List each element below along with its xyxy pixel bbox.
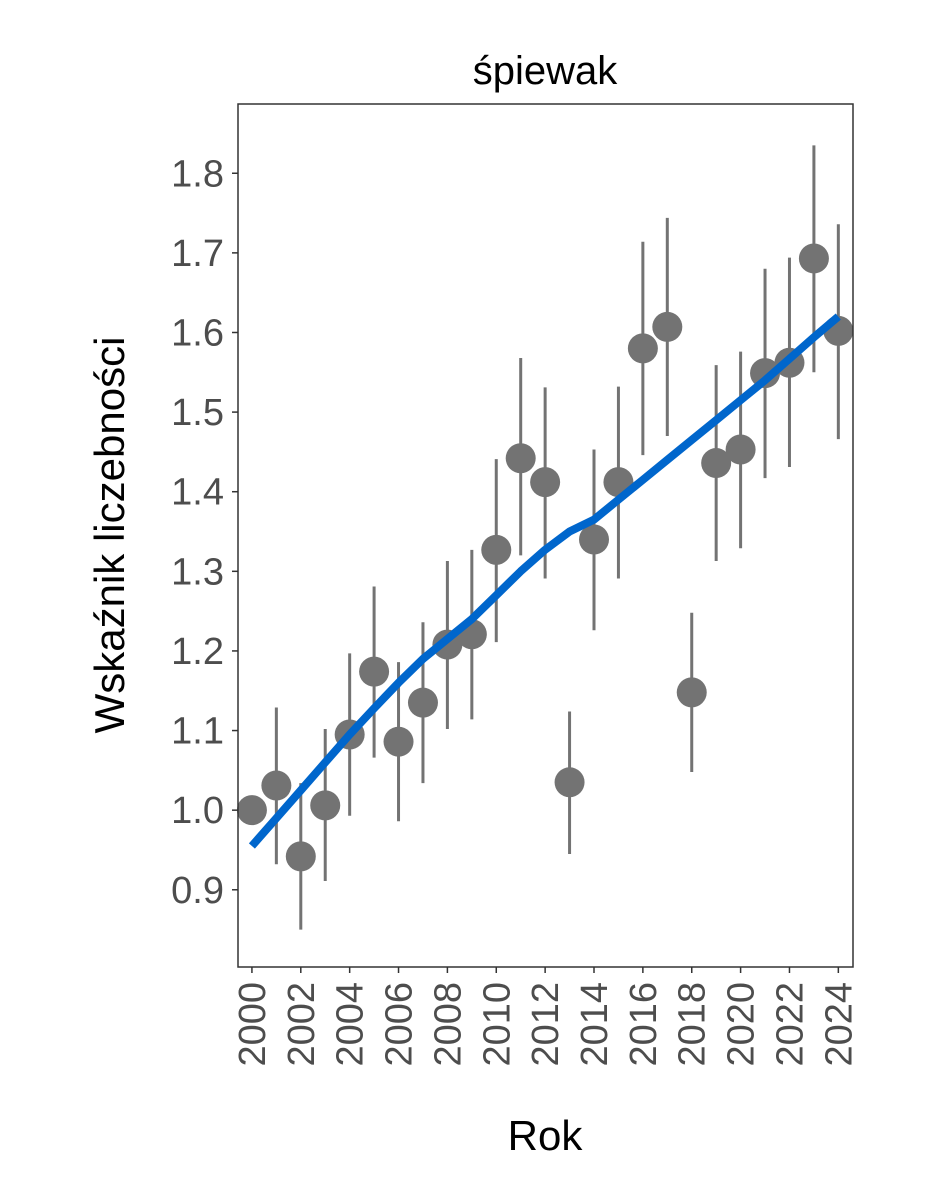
data-point: [798, 243, 829, 274]
data-point: [750, 358, 781, 389]
x-tick-label: 2012: [525, 982, 567, 1067]
x-tick-label: 2014: [574, 982, 616, 1067]
data-point: [652, 311, 683, 342]
data-point: [261, 770, 292, 801]
data-point: [554, 767, 585, 798]
data-point: [725, 434, 756, 465]
x-tick-label: 2008: [427, 982, 469, 1067]
data-point: [285, 841, 316, 872]
data-point: [481, 534, 512, 565]
data-point: [505, 443, 536, 474]
x-tick-label: 2022: [769, 982, 811, 1067]
data-point: [236, 795, 267, 826]
x-tick-label: 2016: [623, 982, 665, 1067]
x-tick-label: 2002: [281, 982, 323, 1067]
x-tick-label: 2018: [672, 982, 714, 1067]
y-axis: 0.9 1.0 1.1 1.2 1.3 1.4 1.5 1.6 1.7 1.8: [171, 153, 238, 912]
data-point: [407, 687, 438, 718]
trend-line: [248, 313, 841, 849]
x-tick-label: 2020: [721, 982, 763, 1067]
y-tick-label: 0.9: [171, 870, 224, 912]
y-tick-label: 1.8: [171, 153, 224, 195]
y-tick-label: 1.1: [171, 711, 224, 753]
y-tick-label: 1.0: [171, 790, 224, 832]
plot-area: [236, 145, 854, 930]
x-tick-label: 2004: [330, 982, 372, 1067]
chart-title: śpiewak: [473, 49, 619, 93]
y-tick-label: 1.5: [171, 392, 224, 434]
y-axis-label: Wskaźnik liczebności: [86, 337, 133, 734]
y-tick-label: 1.6: [171, 312, 224, 354]
x-tick-label: 2006: [379, 982, 421, 1067]
x-tick-label: 2024: [818, 982, 860, 1067]
data-point: [676, 677, 707, 708]
data-point: [359, 656, 390, 687]
data-point: [627, 333, 658, 364]
y-tick-label: 1.4: [171, 472, 224, 514]
y-tick-label: 1.3: [171, 551, 224, 593]
data-point: [579, 524, 610, 555]
data-point: [701, 448, 732, 479]
y-tick-label: 1.2: [171, 631, 224, 673]
x-tick-label: 2000: [232, 982, 274, 1067]
x-axis: 2000 2002 2004 2006 2008 2010 2012 2014 2016 2018…: [232, 967, 860, 1067]
y-tick-label: 1.7: [171, 233, 224, 275]
data-point: [530, 467, 561, 498]
data-point: [383, 726, 414, 757]
x-tick-label: 2010: [476, 982, 518, 1067]
data-point: [310, 790, 341, 821]
x-axis-label: Rok: [508, 1112, 584, 1159]
